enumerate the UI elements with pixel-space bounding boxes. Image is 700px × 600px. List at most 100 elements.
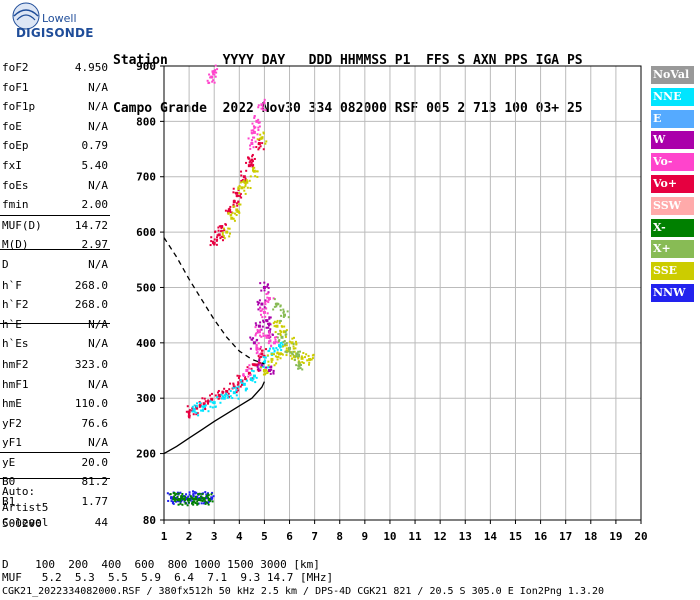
data-point — [201, 397, 204, 400]
data-point — [247, 137, 250, 140]
parameter-list: foF2 4.950 foF1 N/A foF1p N/A foE N/A foEp 0.79 fx… — [0, 58, 110, 532]
data-point — [240, 174, 243, 177]
data-point — [240, 379, 243, 382]
data-point — [272, 308, 275, 311]
data-point — [260, 289, 263, 292]
data-point — [275, 347, 278, 350]
data-point — [258, 299, 261, 302]
param-value: N/A — [88, 377, 108, 391]
data-point — [209, 76, 212, 79]
data-point — [172, 497, 176, 501]
data-point — [250, 158, 254, 162]
data-point — [252, 129, 255, 132]
data-point — [265, 348, 268, 351]
data-point — [235, 194, 238, 197]
data-point — [226, 210, 229, 213]
data-point — [184, 495, 187, 498]
data-point — [264, 356, 267, 359]
data-point — [267, 298, 270, 301]
data-point — [223, 387, 226, 390]
data-point — [284, 333, 287, 336]
data-point — [259, 355, 262, 358]
data-point — [257, 121, 260, 124]
data-point — [178, 499, 181, 502]
data-point — [292, 350, 295, 353]
data-point — [192, 497, 196, 501]
data-point — [228, 388, 231, 391]
param-label: foF2 — [2, 61, 29, 74]
data-point — [238, 375, 241, 378]
data-point — [281, 345, 284, 348]
data-point — [259, 145, 262, 148]
param-value: 323.0 — [74, 357, 108, 371]
data-point — [255, 363, 259, 367]
data-point — [210, 240, 213, 243]
data-point — [196, 503, 199, 506]
data-point — [207, 498, 211, 502]
data-point — [238, 211, 241, 214]
data-point — [294, 355, 297, 358]
data-point — [192, 495, 195, 498]
data-point — [233, 199, 236, 202]
x-tick-label: 12 — [434, 530, 447, 543]
data-point — [266, 296, 269, 299]
data-point — [252, 125, 255, 128]
data-point — [285, 329, 288, 332]
data-point — [238, 192, 241, 195]
data-point — [243, 181, 246, 184]
data-point — [279, 342, 282, 345]
data-point — [236, 383, 239, 386]
data-point — [275, 302, 279, 306]
data-point — [248, 364, 251, 367]
y-tick-label: 800 — [136, 115, 156, 128]
data-point — [243, 382, 246, 385]
data-point — [168, 493, 171, 496]
data-point — [257, 148, 260, 151]
data-point — [239, 385, 242, 388]
x-tick-label: 9 — [362, 530, 369, 543]
data-point — [210, 493, 213, 496]
data-point — [263, 289, 266, 292]
data-point — [186, 504, 189, 507]
data-point — [288, 346, 292, 350]
data-point — [191, 501, 194, 504]
data-point — [192, 503, 195, 506]
data-point — [236, 204, 239, 207]
data-point — [207, 496, 210, 499]
data-point — [228, 207, 231, 210]
data-point — [195, 411, 198, 414]
data-point — [305, 353, 308, 356]
data-point — [213, 73, 216, 76]
data-point — [224, 223, 227, 226]
station-header: Station YYYY DAY DDD HHMMSS P1 FFS S AXN… — [113, 21, 583, 133]
data-point — [266, 283, 269, 286]
data-point — [267, 301, 270, 304]
data-point — [256, 338, 259, 341]
data-point — [284, 343, 287, 346]
data-point — [234, 212, 237, 215]
data-point — [268, 349, 271, 352]
data-point — [254, 334, 257, 337]
legend: NoVal NNE E W Vo- Vo+ SSW X- X+ SSE NNW — [651, 66, 694, 306]
data-point — [251, 136, 254, 139]
data-point — [236, 210, 239, 213]
data-point — [226, 394, 229, 397]
data-point — [245, 378, 248, 381]
data-point — [250, 139, 253, 142]
data-point — [233, 219, 236, 222]
param-label: h`F2 — [2, 298, 29, 312]
data-point — [297, 353, 300, 356]
data-point — [192, 490, 195, 493]
data-point — [298, 363, 302, 367]
data-point — [240, 186, 244, 190]
data-point — [204, 502, 207, 505]
param-label: D — [2, 257, 9, 271]
data-point — [237, 385, 240, 388]
data-point — [211, 406, 214, 409]
data-point — [259, 310, 262, 313]
data-point — [258, 356, 261, 359]
data-point — [266, 354, 269, 357]
data-point — [264, 372, 267, 375]
x-tick-label: 10 — [383, 530, 396, 543]
auto-label: Auto: — [2, 485, 36, 498]
